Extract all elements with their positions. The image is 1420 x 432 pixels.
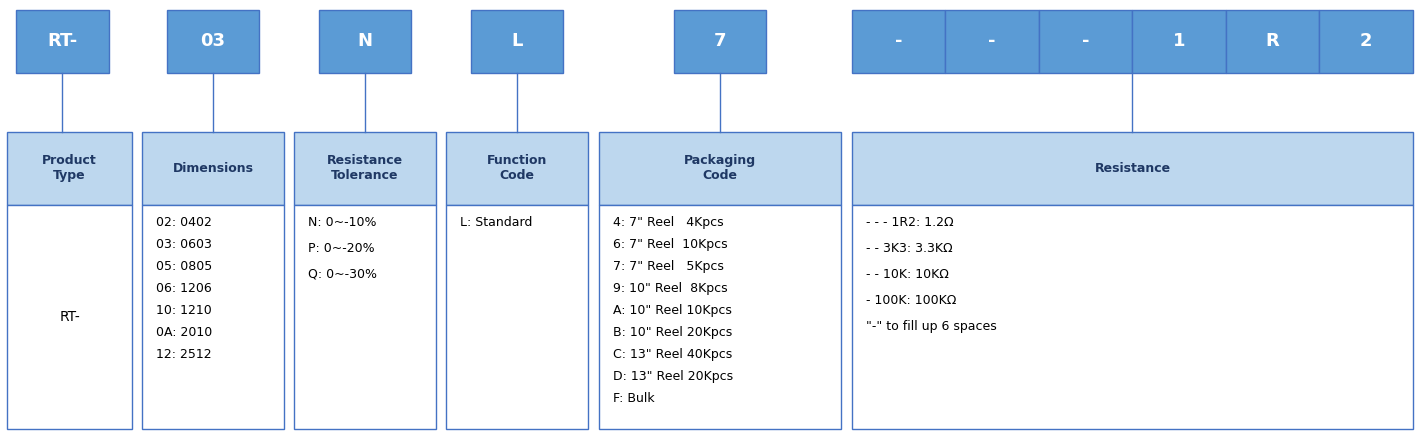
Text: 7: 7" Reel   5Kpcs: 7: 7" Reel 5Kpcs bbox=[613, 260, 724, 273]
Bar bbox=[1319, 10, 1413, 73]
Text: B: 10" Reel 20Kpcs: B: 10" Reel 20Kpcs bbox=[613, 326, 733, 339]
Text: - 100K: 100KΩ: - 100K: 100KΩ bbox=[866, 294, 957, 307]
Text: 2: 2 bbox=[1360, 32, 1372, 51]
Text: Resistance: Resistance bbox=[1095, 162, 1170, 175]
Text: N: N bbox=[358, 32, 372, 51]
Text: - - - 1R2: 1.2Ω: - - - 1R2: 1.2Ω bbox=[866, 216, 954, 229]
Bar bbox=[446, 205, 588, 429]
Text: P: 0~-20%: P: 0~-20% bbox=[308, 242, 375, 255]
Text: -: - bbox=[895, 32, 903, 51]
Text: RT-: RT- bbox=[60, 310, 80, 324]
Text: Product
Type: Product Type bbox=[43, 155, 97, 182]
Text: - - 10K: 10KΩ: - - 10K: 10KΩ bbox=[866, 268, 949, 281]
Text: 6: 7" Reel  10Kpcs: 6: 7" Reel 10Kpcs bbox=[613, 238, 728, 251]
Bar bbox=[599, 132, 841, 205]
Bar bbox=[674, 10, 767, 73]
Text: Dimensions: Dimensions bbox=[172, 162, 254, 175]
Text: 05: 0805: 05: 0805 bbox=[156, 260, 213, 273]
Bar bbox=[7, 205, 132, 429]
Text: 03: 0603: 03: 0603 bbox=[156, 238, 212, 251]
Bar bbox=[16, 10, 108, 73]
Bar bbox=[946, 10, 1039, 73]
Text: 9: 10" Reel  8Kpcs: 9: 10" Reel 8Kpcs bbox=[613, 282, 728, 295]
Bar bbox=[142, 205, 284, 429]
Bar bbox=[1225, 10, 1319, 73]
Bar bbox=[852, 10, 946, 73]
Text: L: L bbox=[511, 32, 523, 51]
Text: 7: 7 bbox=[714, 32, 726, 51]
Text: Q: 0~-30%: Q: 0~-30% bbox=[308, 268, 378, 281]
Bar bbox=[142, 132, 284, 205]
Text: "-" to fill up 6 spaces: "-" to fill up 6 spaces bbox=[866, 320, 997, 333]
Bar bbox=[446, 132, 588, 205]
Text: 1: 1 bbox=[1173, 32, 1186, 51]
Text: -: - bbox=[1082, 32, 1089, 51]
Text: C: 13" Reel 40Kpcs: C: 13" Reel 40Kpcs bbox=[613, 348, 733, 361]
Text: 06: 1206: 06: 1206 bbox=[156, 282, 212, 295]
Bar bbox=[168, 10, 258, 73]
Text: 12: 2512: 12: 2512 bbox=[156, 348, 212, 361]
Bar bbox=[7, 132, 132, 205]
Bar bbox=[599, 205, 841, 429]
Text: - - 3K3: 3.3KΩ: - - 3K3: 3.3KΩ bbox=[866, 242, 953, 255]
Bar bbox=[471, 10, 562, 73]
Bar bbox=[852, 205, 1413, 429]
Text: 03: 03 bbox=[200, 32, 226, 51]
Text: R: R bbox=[1265, 32, 1279, 51]
Bar bbox=[852, 132, 1413, 205]
Bar bbox=[1133, 10, 1225, 73]
Text: Function
Code: Function Code bbox=[487, 155, 547, 182]
Text: RT-: RT- bbox=[47, 32, 78, 51]
Bar bbox=[320, 10, 412, 73]
Text: N: 0~-10%: N: 0~-10% bbox=[308, 216, 376, 229]
Text: Packaging
Code: Packaging Code bbox=[684, 155, 755, 182]
Text: 0A: 2010: 0A: 2010 bbox=[156, 326, 213, 339]
Bar bbox=[294, 205, 436, 429]
Bar bbox=[294, 132, 436, 205]
Text: D: 13" Reel 20Kpcs: D: 13" Reel 20Kpcs bbox=[613, 370, 734, 383]
Text: 02: 0402: 02: 0402 bbox=[156, 216, 212, 229]
Text: Resistance
Tolerance: Resistance Tolerance bbox=[327, 155, 403, 182]
Text: L: Standard: L: Standard bbox=[460, 216, 532, 229]
Bar bbox=[1039, 10, 1133, 73]
Text: 10: 1210: 10: 1210 bbox=[156, 304, 212, 317]
Text: F: Bulk: F: Bulk bbox=[613, 392, 655, 405]
Text: A: 10" Reel 10Kpcs: A: 10" Reel 10Kpcs bbox=[613, 304, 733, 317]
Text: 4: 7" Reel   4Kpcs: 4: 7" Reel 4Kpcs bbox=[613, 216, 724, 229]
Text: -: - bbox=[988, 32, 995, 51]
